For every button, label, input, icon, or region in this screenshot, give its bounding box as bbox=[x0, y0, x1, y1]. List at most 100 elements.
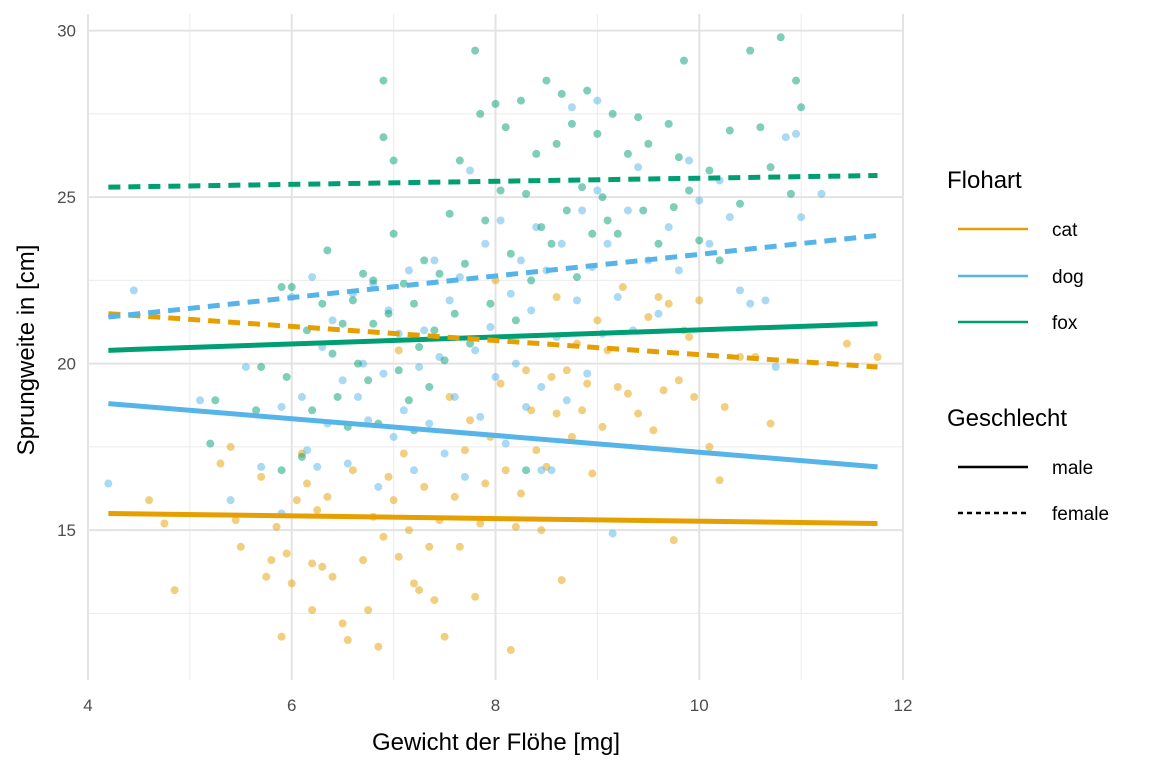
data-point-fox bbox=[277, 283, 286, 292]
data-point-fox bbox=[496, 186, 505, 195]
data-point-cat bbox=[460, 446, 469, 455]
major-gridlines bbox=[87, 14, 904, 680]
data-point-dog bbox=[516, 256, 525, 265]
data-point-dog bbox=[129, 286, 138, 295]
data-point-fox bbox=[644, 139, 653, 148]
data-point-cat bbox=[359, 556, 368, 565]
data-point-dog bbox=[537, 466, 546, 475]
data-point-cat bbox=[272, 522, 281, 531]
data-point-fox bbox=[404, 396, 413, 405]
data-point-cat bbox=[226, 442, 235, 451]
data-point-fox bbox=[557, 89, 566, 98]
data-point-fox bbox=[348, 296, 357, 305]
data-point-fox bbox=[674, 153, 683, 162]
data-point-fox bbox=[394, 366, 403, 375]
data-point-dog bbox=[420, 326, 429, 335]
data-point-fox bbox=[435, 269, 444, 278]
data-point-cat bbox=[552, 409, 561, 418]
data-point-fox bbox=[399, 279, 408, 288]
data-point-fox bbox=[776, 33, 785, 42]
y-axis-ticks: 15 20 25 30 bbox=[57, 22, 76, 541]
data-point-cat bbox=[552, 293, 561, 302]
data-point-dog bbox=[797, 213, 806, 222]
data-point-dog bbox=[104, 479, 113, 488]
data-point-fox bbox=[206, 439, 215, 448]
data-point-fox bbox=[567, 119, 576, 128]
data-point-cat bbox=[313, 506, 322, 515]
data-point-cat bbox=[623, 389, 632, 398]
data-point-cat bbox=[348, 466, 357, 475]
data-point-cat bbox=[308, 606, 317, 615]
data-point-cat bbox=[384, 472, 393, 481]
data-point-dog bbox=[567, 103, 576, 112]
data-point-fox bbox=[369, 276, 378, 285]
data-point-dog bbox=[415, 362, 424, 371]
data-point-fox bbox=[679, 56, 688, 65]
data-point-cat bbox=[303, 479, 312, 488]
data-point-cat bbox=[404, 526, 413, 535]
legend-label-male: male bbox=[1052, 458, 1093, 479]
fit-line-fox-female bbox=[108, 173, 878, 190]
data-point-dog bbox=[725, 213, 734, 222]
legend-label-cat: cat bbox=[1052, 220, 1078, 241]
data-point-dog bbox=[328, 316, 337, 325]
data-point-dog bbox=[466, 166, 475, 175]
fit-line-dog-male bbox=[108, 401, 878, 470]
data-point-cat bbox=[267, 556, 276, 565]
data-point-fox bbox=[705, 166, 714, 175]
data-point-cat bbox=[481, 479, 490, 488]
data-point-dog bbox=[450, 392, 459, 401]
data-point-dog bbox=[496, 216, 505, 225]
data-point-fox bbox=[623, 149, 632, 158]
data-point-dog bbox=[593, 186, 602, 195]
fit-line-cat-male bbox=[108, 511, 878, 526]
data-point-fox bbox=[440, 356, 449, 365]
data-point-fox bbox=[384, 309, 393, 318]
data-point-cat bbox=[618, 283, 627, 292]
data-point-fox bbox=[410, 299, 418, 308]
data-point-dog bbox=[445, 296, 454, 305]
data-point-dog bbox=[593, 96, 602, 105]
data-point-dog bbox=[511, 359, 520, 368]
data-point-fox bbox=[287, 283, 296, 292]
data-point-dog bbox=[313, 462, 322, 471]
data-point-dog bbox=[817, 189, 826, 198]
legend-label-dog: dog bbox=[1052, 267, 1084, 288]
data-point-fox bbox=[328, 349, 337, 358]
data-point-fox bbox=[466, 339, 475, 348]
data-point-fox bbox=[501, 123, 510, 132]
data-point-dog bbox=[674, 266, 683, 275]
data-point-fox bbox=[634, 113, 643, 122]
data-point-cat bbox=[170, 586, 179, 595]
data-point-fox bbox=[573, 273, 581, 282]
data-point-cat bbox=[415, 586, 424, 595]
data-point-dog bbox=[379, 369, 388, 378]
data-point-fox bbox=[578, 183, 587, 192]
data-point-cat bbox=[685, 333, 694, 342]
data-point-dog bbox=[308, 273, 317, 282]
data-point-dog bbox=[303, 446, 312, 455]
data-point-dog bbox=[664, 223, 673, 232]
data-point-dog bbox=[460, 472, 469, 481]
data-point-cat bbox=[598, 422, 607, 431]
data-point-fox bbox=[736, 199, 744, 208]
data-point-fox bbox=[506, 249, 515, 258]
data-point-cat bbox=[669, 536, 678, 545]
data-point-fox bbox=[364, 376, 373, 385]
data-point-cat bbox=[379, 532, 388, 541]
data-point-cat bbox=[516, 489, 525, 498]
legend-title-geschlecht: Geschlecht bbox=[947, 405, 1067, 432]
data-point-fox bbox=[613, 229, 622, 238]
data-point-cat bbox=[567, 432, 576, 441]
data-point-dog bbox=[547, 466, 556, 475]
x-tick-label: 10 bbox=[690, 696, 709, 715]
data-point-fox bbox=[797, 103, 806, 112]
data-point-fox bbox=[471, 46, 480, 55]
data-point-cat bbox=[364, 606, 373, 615]
data-point-cat bbox=[292, 496, 301, 505]
y-axis-title: Sprungweite in [cm] bbox=[13, 245, 40, 456]
data-point-cat bbox=[588, 469, 597, 478]
data-point-cat bbox=[236, 542, 245, 551]
data-point-cat bbox=[766, 419, 775, 428]
